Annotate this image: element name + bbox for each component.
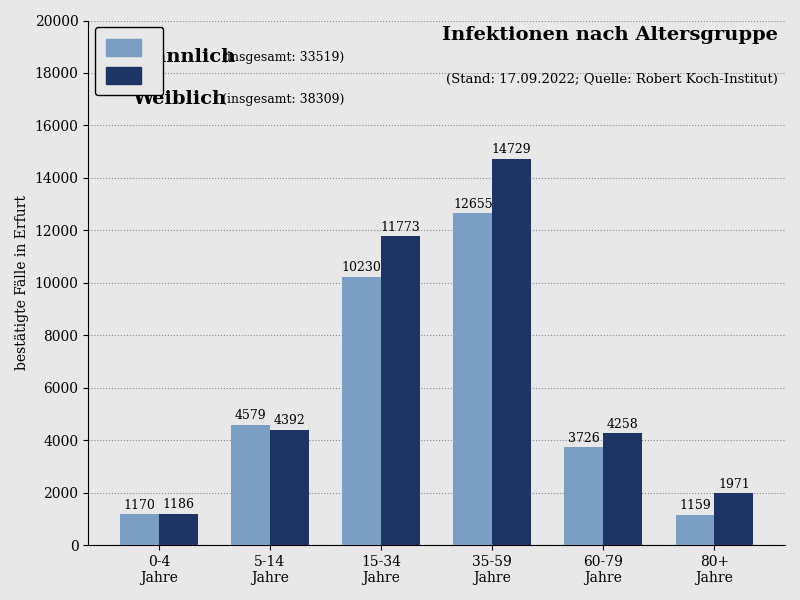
Bar: [231, 425, 270, 545]
Legend: , : ,: [95, 28, 163, 95]
Text: 1186: 1186: [162, 499, 194, 511]
Bar: [565, 448, 603, 545]
Text: 1159: 1159: [679, 499, 711, 512]
Bar: [492, 159, 531, 545]
Text: 4258: 4258: [607, 418, 638, 431]
Bar: [270, 430, 309, 545]
Text: 4579: 4579: [234, 409, 266, 422]
Bar: [454, 213, 492, 545]
Text: Weiblich: Weiblich: [132, 90, 226, 108]
Text: 11773: 11773: [381, 221, 420, 233]
Text: 1170: 1170: [123, 499, 155, 512]
Text: (insgesamt: 33519): (insgesamt: 33519): [222, 51, 345, 64]
Bar: [381, 236, 420, 545]
Text: Männlich: Männlich: [132, 48, 235, 66]
Text: (Stand: 17.09.2022; Quelle: Robert Koch-Institut): (Stand: 17.09.2022; Quelle: Robert Koch-…: [446, 73, 778, 86]
Text: 10230: 10230: [342, 261, 382, 274]
Text: 14729: 14729: [492, 143, 531, 156]
Text: 12655: 12655: [453, 197, 493, 211]
Bar: [120, 514, 159, 545]
Bar: [714, 493, 754, 545]
Text: Infektionen nach Altersgruppe: Infektionen nach Altersgruppe: [442, 26, 778, 44]
Text: 4392: 4392: [274, 414, 306, 427]
Bar: [159, 514, 198, 545]
Text: (insgesamt: 38309): (insgesamt: 38309): [222, 93, 345, 106]
Y-axis label: bestätigte Fälle in Erfurt: bestätigte Fälle in Erfurt: [15, 195, 29, 370]
Bar: [675, 515, 714, 545]
Bar: [603, 433, 642, 545]
Text: 1971: 1971: [718, 478, 750, 491]
Bar: [342, 277, 381, 545]
Text: 3726: 3726: [568, 432, 600, 445]
